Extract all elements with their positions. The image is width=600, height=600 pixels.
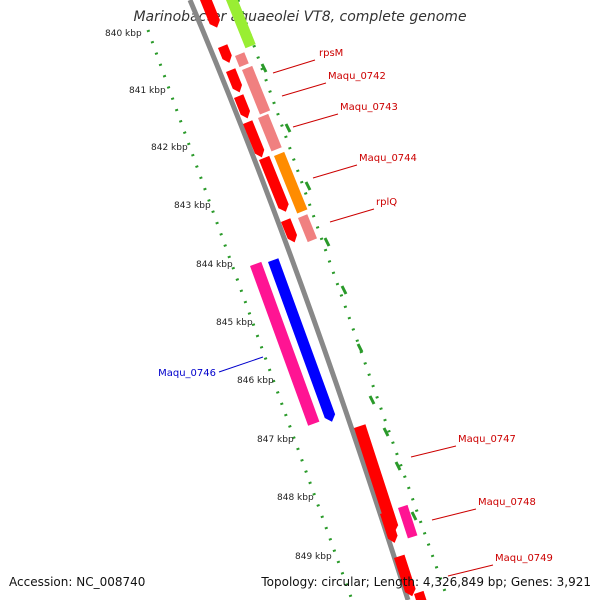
ruler-line-outer xyxy=(236,0,450,600)
tick-label: 847 kbp xyxy=(257,435,294,445)
gene-label: Maqu_0743 xyxy=(340,102,398,113)
tick-label: 842 kbp xyxy=(151,143,188,153)
gene-feature-red xyxy=(243,120,265,158)
gene-label: Maqu_0749 xyxy=(495,553,553,564)
callout-leader-line xyxy=(272,59,316,74)
gene-label: Maqu_0742 xyxy=(328,71,386,82)
gene-feature-red xyxy=(200,0,220,28)
gene-features xyxy=(200,0,428,600)
gene-feature-blue xyxy=(268,258,336,422)
gene-feature-pink xyxy=(242,65,271,115)
ruler-major-tick xyxy=(356,343,364,353)
gene-feature-red xyxy=(414,590,428,600)
ruler-major-tick xyxy=(304,181,312,191)
gene-label: Maqu_0744 xyxy=(359,153,417,164)
ruler-line-inner xyxy=(146,29,354,600)
gene-feature-red xyxy=(380,510,398,543)
ruler-tick-labels: 840 kbp 841 kbp 842 kbp 843 kbp 844 kbp 845 k… xyxy=(105,29,332,562)
callout-leader-line xyxy=(447,564,494,577)
gene-feature-red xyxy=(259,155,289,212)
ruler-major-tick xyxy=(368,395,376,405)
tick-label: 846 kbp xyxy=(237,376,274,386)
gene-feature-orange xyxy=(274,151,308,214)
callout-leader-line xyxy=(410,445,457,458)
genome-summary-text: Topology: circular; Length: 4,326,849 bp… xyxy=(261,575,591,589)
gene-feature-magenta xyxy=(398,504,418,539)
callout-leader-line xyxy=(218,356,264,373)
gene-feature-red xyxy=(226,68,243,93)
tick-label: 848 kbp xyxy=(277,493,314,503)
tick-label: 849 kbp xyxy=(295,552,332,562)
gene-feature-pink xyxy=(258,113,282,152)
tick-label: 841 kbp xyxy=(129,86,166,96)
gene-feature-red xyxy=(354,424,399,533)
gene-label: Maqu_0748 xyxy=(478,497,536,508)
callout-leader-line xyxy=(329,208,375,223)
gene-callouts: rpsM Maqu_0742 Maqu_0743 Maqu_0744 rplQ Maqu_… xyxy=(158,48,553,577)
gene-feature-magenta xyxy=(249,261,320,426)
ruler-lines xyxy=(146,0,450,600)
gene-feature-red xyxy=(394,554,416,597)
gene-feature-green xyxy=(226,0,256,49)
gene-feature-red xyxy=(281,218,298,243)
callout-leader-line xyxy=(312,164,358,179)
gene-label: rplQ xyxy=(376,197,397,208)
gene-label: rpsM xyxy=(319,48,343,59)
gene-feature-red xyxy=(218,44,232,63)
gene-feature-red xyxy=(234,94,251,119)
accession-text: Accession: NC_008740 xyxy=(9,575,146,589)
callout-leader-line xyxy=(431,508,477,521)
ruler-major-tick xyxy=(382,427,390,437)
ruler-major-tick xyxy=(394,461,402,471)
ruler-major-tick xyxy=(260,63,268,73)
tick-label: 844 kbp xyxy=(196,260,233,270)
tick-label: 840 kbp xyxy=(105,29,142,39)
ruler-major-tick xyxy=(323,237,331,247)
callout-leader-line xyxy=(281,82,327,97)
callout-leader-line xyxy=(292,113,339,128)
gene-feature-pink xyxy=(298,214,318,243)
ruler-major-tick xyxy=(284,123,292,133)
tick-label: 843 kbp xyxy=(174,201,211,211)
genome-backbone xyxy=(187,0,411,600)
gene-feature-pink xyxy=(235,52,249,68)
tick-label: 845 kbp xyxy=(216,318,253,328)
ruler-major-tick xyxy=(340,285,348,295)
gene-label: Maqu_0746 xyxy=(158,368,216,379)
gene-label: Maqu_0747 xyxy=(458,434,516,445)
ruler-major-tick xyxy=(410,511,418,521)
